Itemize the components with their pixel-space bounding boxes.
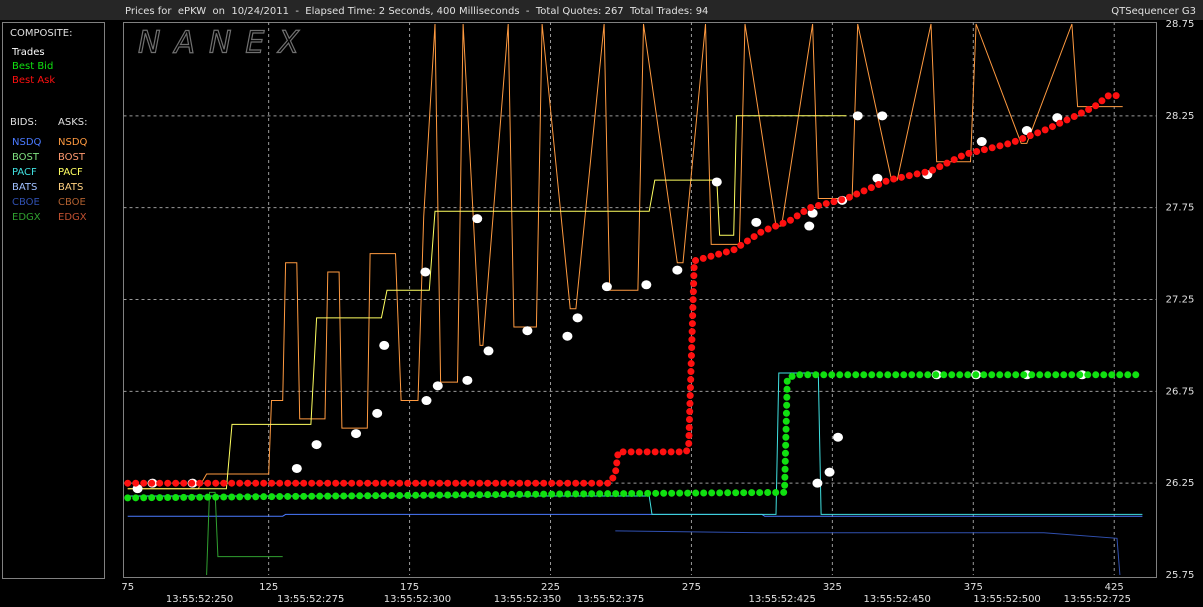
legend-ask-entry: BOST (58, 152, 86, 163)
time-tick-label: 13:55:52:300 (384, 594, 451, 605)
legend-ask-entry: PACF (58, 167, 83, 178)
trade-point (562, 331, 573, 341)
legend-header: ASKS: (58, 117, 87, 128)
trade-point (311, 440, 322, 450)
y-tick-label: 25.75 (1166, 570, 1195, 581)
x-tick-label: 325 (823, 582, 842, 593)
trade-point (852, 111, 863, 121)
time-tick-label: 13:55:52:450 (864, 594, 931, 605)
trade-point (804, 221, 815, 231)
y-tick-label: 27.25 (1166, 295, 1195, 306)
trade-point (807, 208, 818, 218)
trade-point (379, 340, 390, 350)
legend-ask-entry: BATS (58, 182, 83, 193)
x-tick-label: 75 (121, 582, 134, 593)
time-tick-label: 13:55:52:425 (749, 594, 816, 605)
trade-point (812, 478, 823, 488)
legend-header: COMPOSITE: (10, 28, 72, 39)
y-tick-label: 28.75 (1166, 19, 1195, 30)
trade-point (672, 265, 683, 275)
time-tick-label: 13:55:52:500 (973, 594, 1040, 605)
chart-title: Prices for ePKW on 10/24/2011 - Elapsed … (125, 6, 708, 17)
trade-point (833, 432, 844, 442)
x-tick-label: 225 (541, 582, 560, 593)
title-bar (0, 0, 1203, 20)
legend-header: BIDS: (10, 117, 37, 128)
x-tick-label: 125 (259, 582, 278, 593)
time-tick-label: 13:55:52:350 (494, 594, 561, 605)
trade-point (751, 217, 762, 227)
watermark: NANEX (138, 26, 313, 61)
trade-point (472, 214, 483, 224)
bid-line (127, 513, 1143, 517)
trade-point (572, 313, 583, 323)
quote-line (124, 371, 1146, 502)
time-tick-label: 13:55:52:725 (1064, 594, 1131, 605)
trade-point (483, 346, 494, 356)
x-tick-label: 175 (400, 582, 419, 593)
legend-bid-entry: PACF (12, 167, 37, 178)
trade-point (432, 381, 443, 391)
legend-entry: Best Ask (12, 75, 55, 86)
trade-point (351, 429, 362, 439)
legend-ask-entry: EDGX (58, 212, 87, 223)
trade-point (291, 463, 302, 473)
y-tick-label: 27.75 (1166, 203, 1195, 214)
trade-point (877, 111, 888, 121)
legend-bid-entry: NSDQ (12, 137, 42, 148)
bid-line (127, 372, 1143, 515)
trade-point (420, 267, 431, 277)
legend-bid-entry: CBOE (12, 197, 40, 208)
trade-point (421, 396, 432, 406)
trade-point (601, 282, 612, 292)
legend-entry: Trades (11, 47, 45, 58)
x-tick-label: 375 (964, 582, 983, 593)
legend-bid-entry: BOST (12, 152, 40, 163)
legend-bid-entry: EDGX (12, 212, 41, 223)
legend-ask-entry: NSDQ (58, 137, 88, 148)
bid-line (615, 530, 1121, 576)
y-tick-label: 26.75 (1166, 386, 1195, 397)
legend-entry: Best Bid (12, 61, 53, 72)
trade-point (711, 177, 722, 187)
time-tick-label: 13:55:52:250 (166, 594, 233, 605)
time-tick-label: 13:55:52:375 (577, 594, 644, 605)
source-label: QTSequencer G3 (1111, 6, 1196, 17)
legend-panel (2, 22, 105, 579)
trade-point (522, 326, 533, 336)
bid-line (206, 491, 283, 576)
trade-point (462, 375, 473, 385)
trade-point (976, 137, 987, 147)
time-tick-label: 13:55:52:275 (277, 594, 344, 605)
y-tick-label: 26.25 (1166, 478, 1195, 489)
quote-line (124, 92, 1127, 487)
x-tick-label: 275 (682, 582, 701, 593)
x-tick-label: 425 (1105, 582, 1124, 593)
trade-point (641, 280, 652, 290)
trade-point (372, 408, 383, 418)
trade-point (872, 173, 883, 183)
y-tick-label: 28.25 (1166, 111, 1195, 122)
legend-bid-entry: BATS (12, 182, 37, 193)
legend-ask-entry: CBOE (58, 197, 86, 208)
trade-point (824, 467, 835, 477)
ask-line (127, 115, 847, 490)
